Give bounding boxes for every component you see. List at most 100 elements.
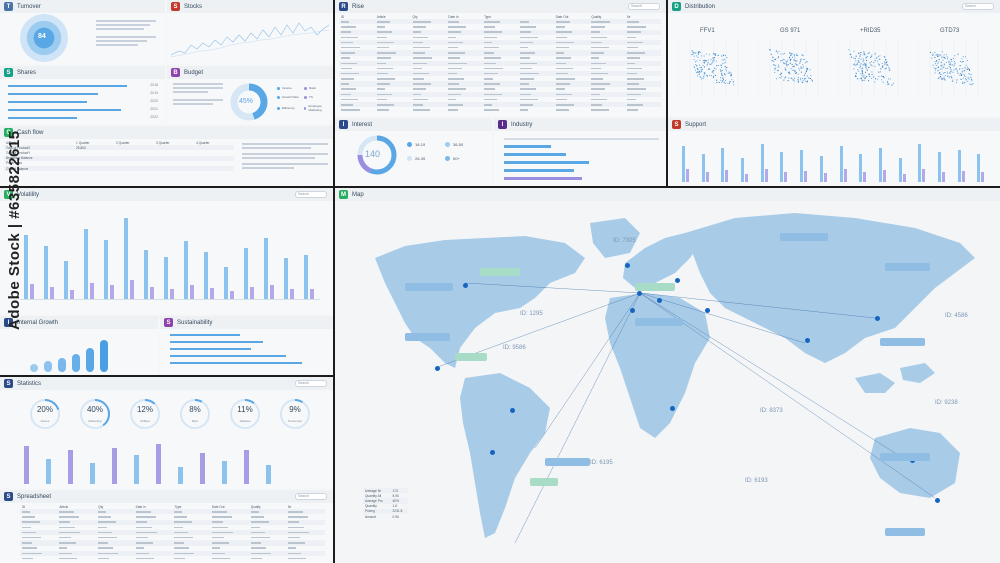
summary-row: Average Pro 40%	[363, 498, 408, 504]
cell-placeholder	[412, 109, 430, 111]
map-tag[interactable]	[635, 318, 683, 326]
cell-placeholder	[341, 83, 349, 85]
map-tag[interactable]	[480, 268, 520, 276]
distribution-search-input[interactable]: Search	[962, 3, 994, 10]
table-cell	[210, 546, 249, 551]
map-location-dot[interactable]	[510, 408, 515, 413]
map-tag[interactable]	[530, 478, 558, 486]
share-row: 2018	[8, 83, 158, 91]
table-cell	[518, 35, 554, 40]
map-location-dot[interactable]	[637, 291, 642, 296]
table-cell	[286, 509, 325, 515]
support-bar	[760, 144, 764, 182]
column-header: Article	[59, 504, 69, 509]
cell-placeholder	[555, 21, 570, 23]
legend-label: 26-35	[415, 156, 426, 161]
table-cell	[154, 165, 194, 172]
cell-placeholder	[448, 93, 462, 96]
table-cell	[446, 35, 482, 40]
map-location-dot[interactable]	[705, 308, 710, 313]
share-row: 2022	[8, 115, 158, 123]
table-cell	[339, 76, 375, 81]
table-cell	[57, 540, 97, 546]
panel-header: B Budget	[167, 66, 333, 79]
rise-search-input[interactable]: Search	[628, 3, 660, 10]
cell-placeholder	[98, 552, 119, 555]
table-cell	[339, 56, 375, 61]
cell-placeholder	[135, 547, 144, 549]
table-cell	[411, 66, 447, 71]
table-cell	[446, 66, 482, 71]
cell-placeholder	[555, 62, 566, 65]
volatility-bar-secondary	[290, 289, 294, 299]
table-cell	[482, 35, 518, 40]
cell-placeholder	[376, 98, 387, 101]
support-bar	[937, 152, 941, 182]
table-cell	[589, 71, 626, 77]
map-location-dot[interactable]	[435, 366, 440, 371]
cell-placeholder	[288, 526, 305, 529]
table-cell	[410, 60, 447, 66]
column-header: Date Out	[211, 504, 225, 509]
table-cell	[517, 39, 554, 46]
map-location-dot[interactable]	[625, 263, 630, 268]
statistics-bar	[24, 446, 29, 484]
cell-placeholder	[288, 547, 297, 549]
cell-placeholder	[22, 547, 37, 549]
map-location-dot[interactable]	[463, 283, 468, 288]
map-tag[interactable]	[780, 233, 828, 241]
map-tag[interactable]	[885, 263, 930, 271]
panel-badge: S	[171, 2, 180, 11]
map-location-dot[interactable]	[490, 450, 495, 455]
spreadsheet-search-input[interactable]: Search	[295, 493, 327, 500]
map-tag[interactable]	[880, 338, 925, 346]
statistics-search-input[interactable]: Search	[295, 380, 327, 387]
table-cell	[517, 19, 554, 25]
table-cell	[518, 87, 554, 92]
table-cell	[339, 29, 375, 35]
map-location-dot[interactable]	[805, 338, 810, 343]
table-cell	[20, 529, 58, 536]
cell-placeholder	[341, 78, 354, 80]
cell-placeholder	[448, 52, 466, 54]
table-cell	[286, 535, 325, 540]
table-cell	[589, 56, 625, 61]
map-location-dot[interactable]	[875, 316, 880, 321]
table-cell	[339, 107, 375, 112]
map-tag[interactable]	[405, 333, 450, 341]
volatility-bar	[104, 239, 108, 299]
table-cell	[446, 45, 482, 50]
cell-placeholder	[555, 46, 569, 49]
map-location-dot[interactable]	[675, 278, 680, 283]
volatility-search-input[interactable]: Search	[295, 191, 327, 198]
table-cell	[517, 29, 554, 35]
map-location-dot[interactable]	[935, 498, 940, 503]
cell-placeholder	[135, 531, 157, 534]
table-cell	[96, 514, 133, 519]
volatility-bar-secondary	[150, 287, 154, 299]
cell-placeholder	[376, 104, 394, 106]
cell-placeholder	[484, 88, 496, 90]
map-tag[interactable]	[455, 353, 487, 361]
cell-placeholder	[288, 531, 310, 534]
table-cell: Total of ProductY	[6, 150, 31, 155]
table-cell	[625, 56, 661, 61]
map-location-dot[interactable]	[657, 298, 662, 303]
panel-header: S Statistics	[0, 377, 333, 390]
map-location-dot[interactable]	[670, 406, 675, 411]
table-cell	[482, 39, 518, 46]
cell-placeholder	[135, 511, 151, 513]
cell-placeholder	[250, 542, 261, 544]
map-tag[interactable]	[880, 453, 930, 461]
map-tag[interactable]	[405, 283, 453, 291]
map-tag[interactable]	[885, 528, 925, 536]
map-location-dot[interactable]	[630, 308, 635, 313]
cell-placeholder	[341, 93, 351, 96]
map-tag[interactable]	[635, 283, 675, 291]
cell-placeholder	[376, 36, 387, 39]
cell-placeholder	[288, 552, 302, 555]
budget-legend-item: Efficiency	[277, 104, 304, 112]
table-cell	[209, 550, 249, 556]
column-header: ID	[22, 504, 26, 509]
map-tag[interactable]	[545, 458, 590, 466]
